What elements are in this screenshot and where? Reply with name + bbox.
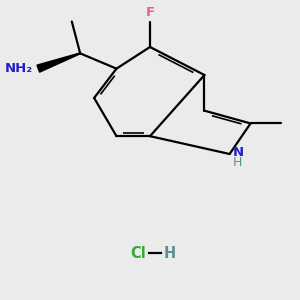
- Text: F: F: [146, 6, 154, 19]
- Text: Cl: Cl: [130, 246, 146, 261]
- Text: H: H: [164, 246, 176, 261]
- Polygon shape: [37, 53, 80, 72]
- Text: NH₂: NH₂: [5, 62, 33, 75]
- Text: H: H: [233, 156, 242, 169]
- Text: N: N: [233, 146, 244, 159]
